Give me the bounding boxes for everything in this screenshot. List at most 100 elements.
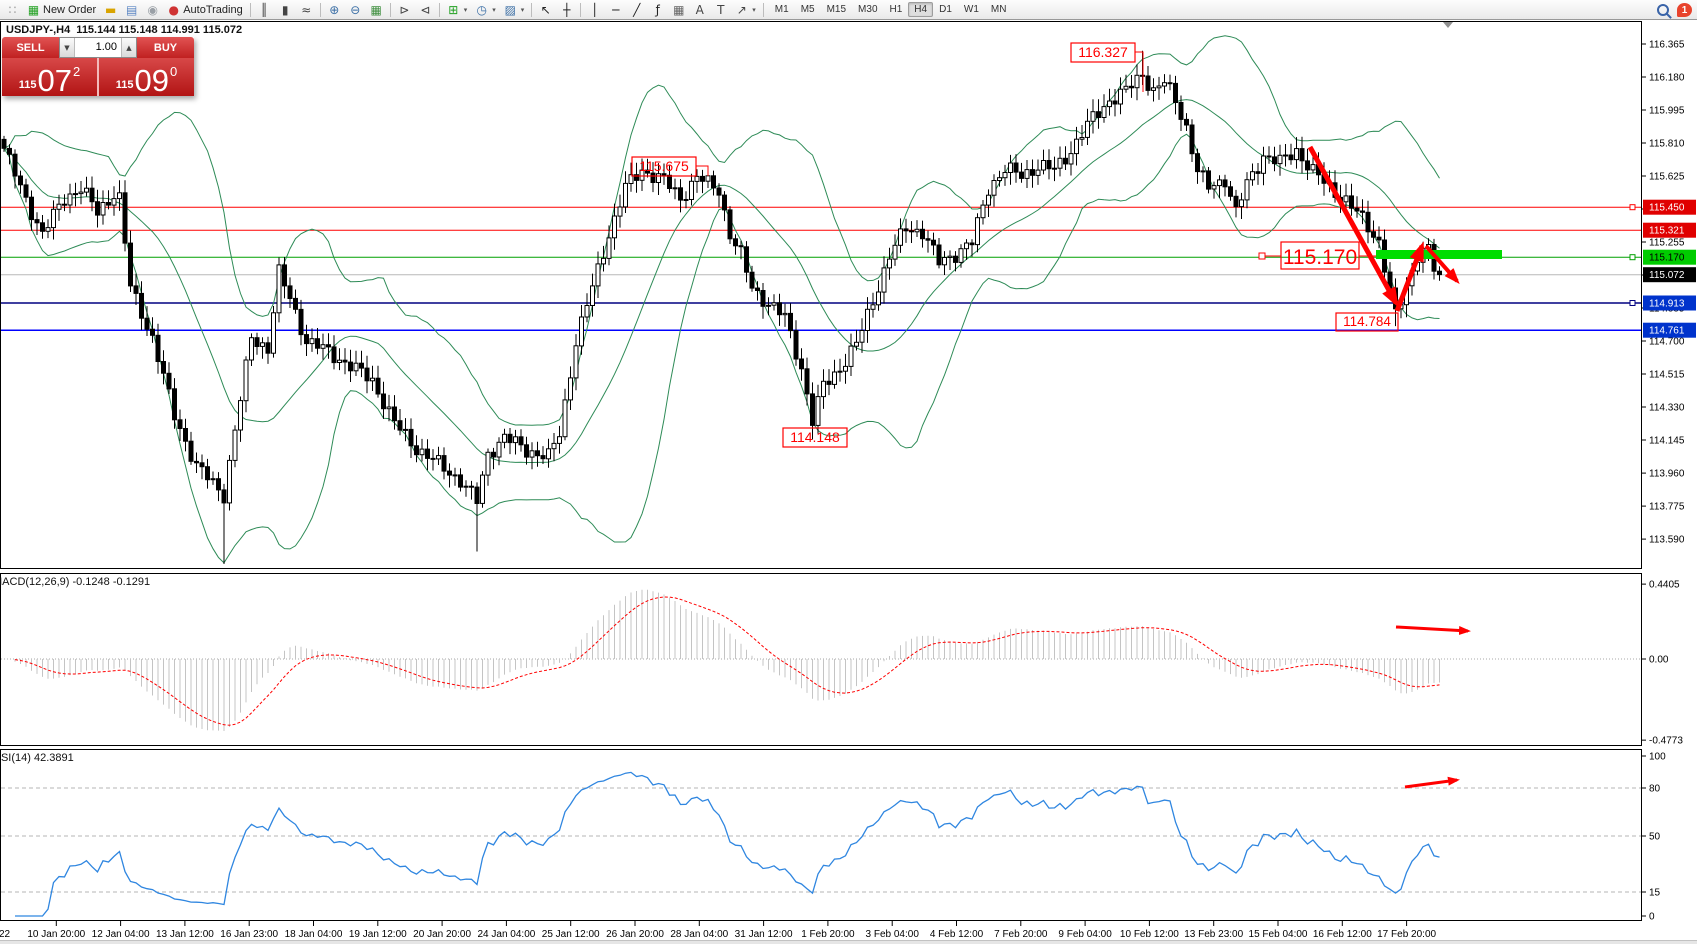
fibonacci-tool[interactable]: ƒ: [647, 1, 668, 19]
line-chart-icon: ≈: [301, 2, 312, 17]
trendline-icon: ╱: [633, 2, 641, 17]
lot-size-input[interactable]: 1.00: [95, 41, 117, 53]
label-selection-handle[interactable]: [1258, 252, 1266, 260]
toolbar-separator: [389, 2, 391, 17]
autotrading-icon: ●: [168, 2, 179, 17]
macd-direction-arrow[interactable]: [1395, 625, 1471, 635]
new-order-icon: ▦: [27, 2, 40, 17]
sell-price[interactable]: 115 07 2: [2, 58, 99, 96]
zoom-out-icon[interactable]: ⊖: [345, 1, 366, 19]
chart-window-icon: ▤: [126, 2, 138, 17]
arrows-tool[interactable]: ↗ ▾: [731, 1, 760, 19]
dropdown-arrow-icon[interactable]: ▾: [520, 5, 525, 14]
one-click-row: SELL ▼ 1.00 ▲ BUY: [2, 37, 194, 58]
tile-windows-icon[interactable]: ▦: [366, 1, 387, 19]
line-selection-handle[interactable]: [1629, 204, 1636, 211]
toolbar-grip[interactable]: ∷: [2, 1, 23, 19]
candlestick-chart-icon[interactable]: ▮: [275, 1, 296, 19]
line-selection-handle[interactable]: [1629, 300, 1636, 306]
cycle-lines-tool[interactable]: ▦: [668, 1, 689, 19]
trendline-tool[interactable]: ╱: [626, 1, 647, 19]
key-level-label[interactable]: 115.170: [1280, 241, 1360, 270]
timeframe-d1[interactable]: D1: [939, 4, 952, 15]
swing-low-label[interactable]: 114.784: [1335, 312, 1399, 332]
vertical-line-tool[interactable]: │: [584, 1, 605, 19]
template-button[interactable]: ▨ ▾: [500, 1, 529, 19]
text-tool[interactable]: A: [689, 1, 710, 19]
horizontal-line-icon: ─: [612, 2, 620, 17]
dropdown-arrow-icon[interactable]: ▾: [492, 5, 496, 14]
bar-chart-icon[interactable]: ║: [254, 1, 275, 19]
search-icon[interactable]: [1657, 4, 1669, 16]
tester-play-icon[interactable]: ⊳: [394, 1, 415, 19]
lot-decrease-button[interactable]: ▼: [60, 38, 75, 57]
svg-text:17 Feb 20:00: 17 Feb 20:00: [1377, 929, 1436, 940]
toolbar-separator: [319, 2, 321, 17]
line-chart-icon[interactable]: ≈: [296, 1, 317, 19]
toolbar-tools: ∷ ▦ New Order ▬ ▤ ◉ ● AutoTrading ║ ▮ ≈ ⊕ ⊖ ▦ ⊳ ⊲ ⊞ ▾ ◷ ▾ ▨ ▾…: [2, 1, 767, 19]
projection-down-arrow[interactable]: [1424, 244, 1460, 284]
bounce-up-arrow[interactable]: [1394, 241, 1425, 312]
notification-icon[interactable]: 1: [1677, 3, 1692, 17]
chart-window-icon[interactable]: ▤: [121, 1, 142, 19]
tester-pause-icon[interactable]: ⊲: [415, 1, 436, 19]
lot-increase-button[interactable]: ▲: [121, 38, 136, 57]
periodicity-icon: ◷: [476, 2, 487, 17]
vertical-line-icon: │: [591, 2, 599, 17]
horizontal-line-tool[interactable]: ─: [605, 1, 626, 19]
timeframe-w1[interactable]: W1: [963, 4, 979, 15]
svg-text:115.170: 115.170: [1283, 246, 1357, 269]
timeframe-m5[interactable]: M5: [800, 4, 815, 15]
new-order-button[interactable]: ▦ New Order: [23, 1, 100, 19]
low-price-label[interactable]: 114.148: [782, 427, 848, 448]
chart-shift-marker[interactable]: [1443, 22, 1453, 28]
add-indicator-button[interactable]: ⊞ ▾: [443, 1, 472, 19]
price-axis: 116.365 116.180 115.995 115.810 115.625 115.4…: [1642, 40, 1696, 923]
svg-text:116.365: 116.365: [1649, 40, 1685, 51]
pane-border: [0, 573, 1642, 746]
arrows-icon: ↗: [736, 2, 747, 17]
candlestick-chart-icon: ▮: [281, 2, 289, 17]
swing-high-label[interactable]: 115.675: [631, 156, 697, 177]
rsi-indicator-label: RSI(14) 42.3891: [0, 752, 74, 764]
crosshair-icon: ┼: [563, 2, 571, 17]
svg-text:10 Feb 12:00: 10 Feb 12:00: [1120, 929, 1179, 940]
timeframe-m15[interactable]: M15: [826, 4, 847, 15]
bar-chart-icon: ║: [260, 2, 268, 17]
svg-text:114.145: 114.145: [1649, 436, 1685, 447]
text-label-icon: T: [717, 2, 725, 17]
high-price-label[interactable]: 116.327: [1070, 42, 1136, 63]
dropdown-arrow-icon[interactable]: ▾: [752, 5, 756, 14]
periodicity-button[interactable]: ◷ ▾: [471, 1, 500, 19]
text-label-tool[interactable]: T: [710, 1, 731, 19]
timeframe-h4[interactable]: H4: [908, 2, 934, 17]
key-level-band[interactable]: [1376, 250, 1502, 259]
crosshair-tool[interactable]: ┼: [556, 1, 577, 19]
fibonacci-icon: ƒ: [655, 2, 660, 17]
signals-icon[interactable]: ◉: [142, 1, 163, 19]
svg-text:116.327: 116.327: [1078, 44, 1128, 60]
buy-price[interactable]: 115 09 0: [99, 58, 194, 96]
downtrend-arrow[interactable]: [1307, 145, 1399, 308]
deposit-icon[interactable]: ▬: [100, 1, 121, 19]
timeframe-m1[interactable]: M1: [774, 4, 789, 15]
candles: [1, 50, 1442, 564]
autotrading-button[interactable]: ● AutoTrading: [163, 1, 247, 19]
timeframe-mn[interactable]: MN: [990, 4, 1007, 15]
svg-text:18 Jan 04:00: 18 Jan 04:00: [285, 929, 343, 940]
svg-text:28 Jan 04:00: 28 Jan 04:00: [670, 929, 728, 940]
toolbar-separator: [249, 2, 251, 17]
rsi-direction-arrow[interactable]: [1404, 776, 1460, 789]
buy-button[interactable]: BUY: [137, 37, 194, 58]
timeframe-m30[interactable]: M30: [858, 4, 878, 15]
buy-price-main: 09: [134, 62, 169, 98]
svg-text:115.255: 115.255: [1649, 238, 1685, 249]
line-selection-handle[interactable]: [1629, 254, 1636, 261]
dropdown-arrow-icon[interactable]: ▾: [463, 5, 468, 14]
sell-button[interactable]: SELL: [2, 37, 59, 58]
timeframe-h1[interactable]: H1: [889, 4, 903, 15]
cursor-tool[interactable]: ↖: [535, 1, 556, 19]
zoom-in-icon[interactable]: ⊕: [324, 1, 345, 19]
